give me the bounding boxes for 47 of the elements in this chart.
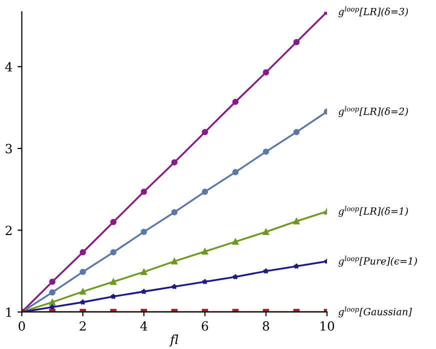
point: [140, 228, 148, 235]
point: [80, 268, 86, 276]
series-label: g$^{loop}$[Pure](ϵ=1): [338, 256, 417, 267]
series-label: g$^{loop}$[LR](δ=2): [338, 106, 408, 118]
x-tick-label: 0: [18, 321, 25, 331]
y-tick-label: 2: [6, 226, 12, 235]
point: [262, 69, 270, 76]
point: [202, 278, 208, 284]
point: [202, 128, 208, 136]
x-tick-label: 10: [320, 321, 334, 331]
y-tick-label: 1: [6, 307, 11, 317]
x-tick-label: 4: [140, 321, 148, 331]
series-label: g$^{loop}$[LR](δ=1): [338, 206, 408, 217]
point: [232, 238, 239, 245]
point: [232, 169, 239, 176]
point: [232, 274, 238, 280]
point: [202, 188, 208, 195]
x-axis-title: fl: [169, 334, 178, 347]
point: [171, 209, 178, 216]
point: [202, 248, 208, 255]
point: [262, 228, 270, 235]
point: [171, 284, 178, 290]
point: [232, 98, 239, 105]
point: [140, 188, 148, 195]
point: [110, 218, 116, 226]
point: [171, 159, 178, 166]
point: [49, 278, 56, 285]
series-label: g$^{loop}$[LR](δ=3): [338, 6, 408, 18]
x-tick-label: 2: [80, 321, 86, 331]
point: [293, 39, 300, 46]
point: [171, 258, 178, 264]
point: [140, 288, 147, 294]
y-tick-label: 3: [6, 144, 12, 154]
point: [110, 293, 116, 300]
point: [293, 218, 300, 224]
x-tick-label: 6: [202, 321, 208, 331]
y-tick-label: 4: [5, 62, 12, 72]
point: [80, 288, 86, 295]
point: [293, 128, 300, 136]
point: [80, 299, 86, 305]
series-label: g$^{loop}$[Gaussian]: [338, 306, 412, 318]
point: [140, 268, 148, 276]
point: [110, 249, 116, 256]
point: [49, 289, 56, 296]
x-tick-label: 8: [262, 321, 270, 331]
point: [262, 148, 270, 155]
point: [80, 249, 86, 256]
